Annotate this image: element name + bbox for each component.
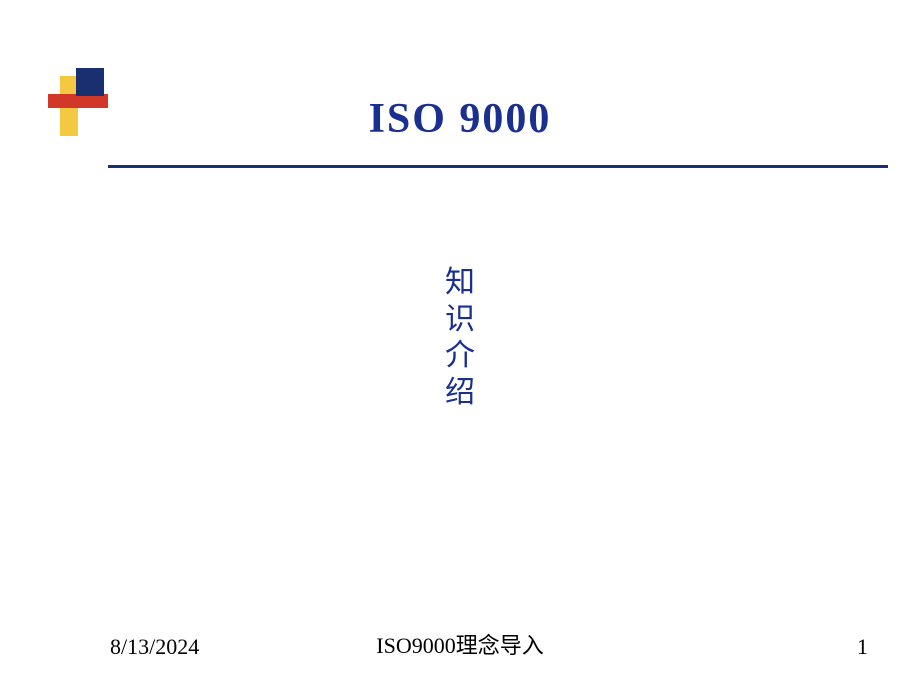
- navy-square: [76, 68, 104, 96]
- footer-center-text: ISO9000理念导入: [0, 628, 920, 660]
- subtitle-char: 识: [0, 302, 920, 339]
- subtitle-char: 绍: [0, 375, 920, 412]
- slide-subtitle: 知 识 介 绍: [0, 265, 920, 411]
- footer-page-number: 1: [857, 634, 868, 660]
- subtitle-char: 知: [0, 265, 920, 302]
- subtitle-char: 介: [0, 338, 920, 375]
- slide-title: ISO 9000: [0, 95, 920, 143]
- title-underline: [108, 165, 888, 168]
